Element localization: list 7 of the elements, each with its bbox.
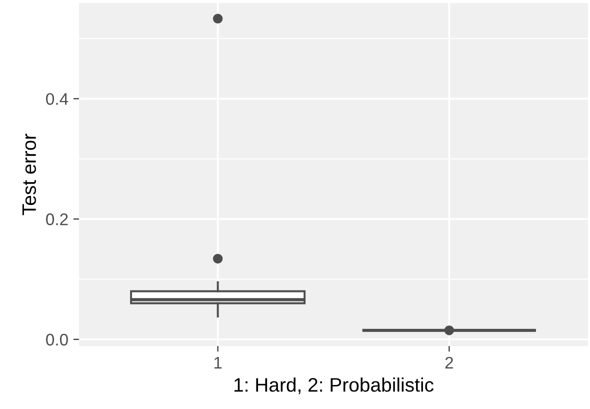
y-tick-label: 0.2 (46, 213, 68, 226)
x-tick-label: 2 (445, 356, 453, 368)
y-tick-label: 0.0 (46, 334, 68, 346)
x-axis-title: 1: Hard, 2: Probabilistic (234, 378, 434, 394)
y-axis-title: Test error (22, 134, 36, 216)
x-tick-label: 1 (214, 357, 222, 368)
y-tick-label: 0.4 (46, 93, 68, 105)
